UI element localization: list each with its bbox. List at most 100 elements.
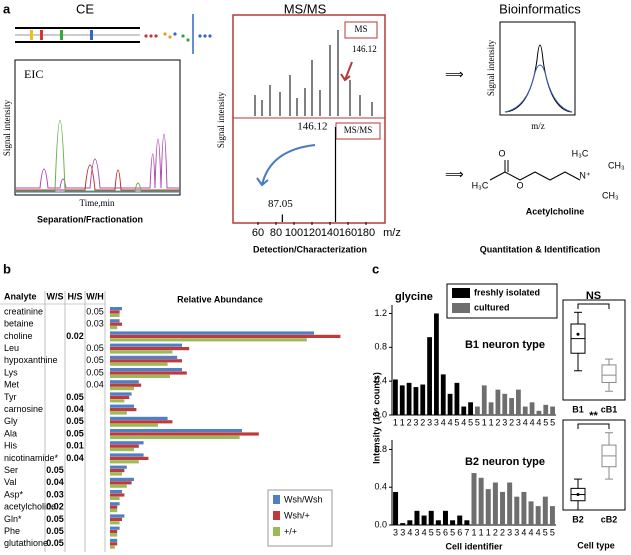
bar — [110, 334, 341, 338]
bar — [110, 395, 130, 399]
x-tick-label: B2 — [572, 514, 584, 524]
bar — [413, 387, 419, 415]
p-value: 0.05 — [66, 428, 84, 438]
axis-label: Cell type — [577, 540, 615, 550]
bar — [110, 530, 118, 534]
bar — [110, 502, 120, 506]
p-value: 0.05 — [46, 538, 64, 548]
annotation: B1 neuron type — [465, 339, 545, 351]
bar — [420, 384, 426, 415]
x-tick-label: 5 — [429, 527, 434, 537]
atom: N⁺ — [579, 170, 590, 180]
bar — [110, 347, 190, 351]
analyte: Lys — [4, 367, 18, 377]
analyte: betaine — [4, 319, 34, 329]
p-value: 0.05 — [66, 416, 84, 426]
legend-swatch — [273, 511, 280, 520]
table-header: Analyte — [4, 291, 37, 301]
axis-label: m/z — [531, 121, 545, 131]
x-tick-label: 5 — [543, 417, 548, 427]
p-value: 0.05 — [46, 526, 64, 536]
bar — [461, 406, 467, 415]
x-tick-label: 3 — [427, 417, 432, 427]
bar — [110, 545, 115, 549]
p-value: 0.05 — [86, 367, 104, 377]
p-value: 0.04 — [86, 380, 104, 390]
bar — [110, 496, 120, 500]
x-tick-label: 6 — [457, 527, 462, 537]
x-tick-label: 1 — [479, 527, 484, 537]
x-tick-label: 4 — [523, 417, 528, 427]
bar — [110, 517, 122, 521]
bar — [406, 382, 412, 415]
analyte: nicotinamide* — [4, 453, 59, 463]
bar — [399, 385, 405, 415]
panel-heading: CE — [76, 1, 94, 16]
x-tick-label: 140 — [321, 227, 339, 239]
caption: Separation/Fractionation — [37, 214, 143, 224]
analyte: creatinine — [4, 306, 43, 316]
table-header: W/H — [86, 291, 104, 301]
x-tick-label: 3 — [516, 417, 521, 427]
bar — [110, 350, 173, 354]
analyte: Phe — [4, 526, 20, 536]
bar — [110, 374, 170, 378]
analyte: choline — [4, 331, 33, 341]
eic-tag: EIC — [24, 67, 43, 81]
bar — [110, 338, 307, 342]
caption: Quantitation & Identification — [480, 244, 601, 254]
x-tick-label: 5 — [550, 417, 555, 427]
y-tick-label: 0.4 — [374, 482, 387, 492]
x-tick-label: 4 — [448, 417, 453, 427]
bar — [529, 402, 535, 415]
x-tick-label: 4 — [461, 417, 466, 427]
bar — [488, 402, 494, 415]
legend-label: cultured — [474, 302, 510, 312]
p-value: 0.05 — [86, 355, 104, 365]
p-value: 0.04 — [66, 404, 84, 414]
analyte: acetylcholine — [4, 502, 56, 512]
bar — [440, 374, 446, 415]
bar — [110, 408, 137, 412]
analyte: Leu — [4, 343, 19, 353]
atom: CH₃ — [602, 190, 619, 200]
y-tick-label: 1.2 — [374, 308, 387, 318]
bar — [110, 310, 120, 314]
bar — [110, 484, 127, 488]
x-tick-label: 1 — [486, 527, 491, 537]
x-tick-label: 60 — [252, 227, 264, 239]
bar — [110, 493, 125, 497]
bar — [414, 510, 420, 525]
bar — [110, 465, 127, 469]
x-tick-label: 4 — [536, 417, 541, 427]
p-value: 0.05 — [86, 306, 104, 316]
legend-swatch — [452, 303, 470, 313]
legend-label: +/+ — [284, 526, 297, 536]
x-tick-label: 3 — [514, 527, 519, 537]
p-value: 0.05 — [46, 514, 64, 524]
analyte: glutathione — [4, 538, 48, 548]
x-tick-label: 160 — [339, 227, 357, 239]
bio-curve — [504, 44, 573, 113]
x-tick-label: 1 — [482, 417, 487, 427]
analyte: hypoxanthine — [4, 355, 58, 365]
bar — [110, 432, 259, 436]
plot-frame — [562, 419, 626, 511]
bar — [536, 410, 542, 415]
x-tick-label: 2 — [509, 417, 514, 427]
bar — [110, 429, 242, 433]
axis-label: Intensity (10⁶ counts) — [371, 372, 381, 464]
ms-frame — [232, 14, 386, 224]
y-tick-label: 0.8 — [374, 444, 387, 454]
bar — [110, 355, 178, 359]
p-value: 0.02 — [46, 502, 64, 512]
bar — [464, 520, 470, 525]
bar — [110, 441, 144, 445]
analyte: His — [4, 441, 17, 451]
droplets — [144, 32, 212, 42]
significance-bracket — [577, 423, 610, 429]
bar — [110, 359, 182, 363]
table-grid — [0, 291, 106, 552]
bar — [543, 404, 549, 415]
